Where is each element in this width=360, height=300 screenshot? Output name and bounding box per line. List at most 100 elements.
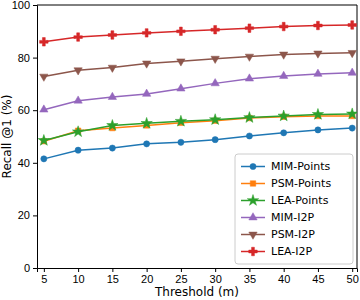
series-line xyxy=(44,73,352,110)
series-marker xyxy=(142,89,150,96)
tick-label: 30 xyxy=(210,273,222,285)
series-marker xyxy=(41,156,47,162)
tick-label: 40 xyxy=(18,157,30,169)
series-marker xyxy=(178,139,184,145)
legend-box xyxy=(235,154,353,264)
series-marker xyxy=(348,50,356,57)
legend-marker xyxy=(249,247,257,255)
tick-mark xyxy=(112,268,113,272)
tick: 20 xyxy=(18,209,37,221)
legend: MIM-Points PSM-Points LEA-Points MIM-I2P PSM… xyxy=(235,154,353,264)
series-marker xyxy=(144,141,150,147)
tick-label: 15 xyxy=(107,273,119,285)
tick-mark xyxy=(33,58,37,59)
legend-label: LEA-Points xyxy=(271,194,329,207)
series-marker xyxy=(348,68,356,75)
series-marker xyxy=(38,134,49,145)
series-marker xyxy=(109,145,115,151)
series-marker xyxy=(74,33,82,41)
series-marker xyxy=(314,51,322,58)
series-marker xyxy=(40,38,48,46)
series-line xyxy=(44,114,352,141)
legend-marker xyxy=(249,213,257,220)
series-marker xyxy=(142,29,150,37)
series-marker xyxy=(211,79,219,86)
series-marker xyxy=(141,117,152,128)
series-marker xyxy=(40,105,48,112)
tick-label: 20 xyxy=(18,209,30,221)
series-marker xyxy=(212,137,218,143)
tick-mark xyxy=(284,268,285,272)
series-marker xyxy=(108,92,116,99)
axis-line xyxy=(33,6,38,269)
tick: 0 xyxy=(24,262,37,274)
series-marker xyxy=(211,25,219,33)
tick-label: 20 xyxy=(141,273,153,285)
series-marker xyxy=(108,65,116,72)
series-marker xyxy=(74,96,82,103)
y-axis-title: Recall @1 (%) xyxy=(0,95,14,179)
tick-label: 0 xyxy=(24,262,30,274)
tick: 10 xyxy=(72,268,84,285)
tick-mark xyxy=(318,268,319,272)
tick-label: 80 xyxy=(18,52,30,64)
series-line xyxy=(44,25,352,42)
legend-label: MIM-Points xyxy=(271,160,331,173)
series-marker xyxy=(245,24,253,32)
series-marker xyxy=(177,84,185,91)
series-marker xyxy=(108,31,116,39)
tick-mark xyxy=(249,268,250,272)
series-marker xyxy=(245,54,253,61)
legend-marker xyxy=(250,181,255,186)
tick-mark xyxy=(181,268,182,272)
series-marker xyxy=(74,68,82,75)
series-marker xyxy=(40,74,48,81)
tick: 100 xyxy=(12,0,37,11)
tick: 20 xyxy=(141,268,153,285)
tick: 30 xyxy=(210,268,222,285)
tick: 50 xyxy=(347,268,359,285)
series-marker xyxy=(175,115,186,126)
tick: 40 xyxy=(278,268,290,285)
chart: 5101520253035404550020406080100MIM-Point… xyxy=(0,0,360,300)
y-axis: 0 20 40 60 80 100 xyxy=(12,0,38,274)
tick-label: 25 xyxy=(175,273,187,285)
tick-mark xyxy=(33,5,37,6)
series-marker xyxy=(177,59,185,66)
tick-label: 50 xyxy=(347,273,359,285)
series-marker xyxy=(315,127,321,133)
tick-mark xyxy=(215,268,216,272)
series-marker xyxy=(107,119,118,130)
legend-label: PSM-I2P xyxy=(271,228,315,241)
tick: 35 xyxy=(244,268,256,285)
series-marker xyxy=(279,22,287,30)
legend-marker xyxy=(247,195,258,206)
series-marker xyxy=(280,52,288,59)
tick: 5 xyxy=(41,268,47,285)
tick-label: 10 xyxy=(72,273,84,285)
frame xyxy=(37,5,357,6)
tick: 25 xyxy=(175,268,187,285)
tick-label: 5 xyxy=(41,273,47,285)
tick-mark xyxy=(44,268,45,272)
series-marker xyxy=(349,125,355,131)
series-marker xyxy=(314,21,322,29)
series-marker xyxy=(281,130,287,136)
tick: 80 xyxy=(18,52,37,64)
tick-mark xyxy=(33,268,37,269)
tick: 60 xyxy=(18,104,37,116)
series-marker xyxy=(246,133,252,139)
tick-label: 60 xyxy=(18,104,30,116)
series-marker xyxy=(314,69,322,76)
x-axis: 5101520253035404550 xyxy=(38,268,359,285)
legend-label: LEA-I2P xyxy=(271,245,313,258)
tick-mark xyxy=(78,268,79,272)
tick-label: 35 xyxy=(244,273,256,285)
series-marker xyxy=(209,114,220,125)
legend-label: PSM-Points xyxy=(271,177,331,190)
x-axis-title: Threshold (m) xyxy=(154,285,239,299)
tick: 40 xyxy=(18,157,37,169)
plot: 5101520253035404550020406080100MIM-Point… xyxy=(12,0,359,285)
series-marker xyxy=(280,71,288,78)
legend-label: MIM-I2P xyxy=(271,211,314,224)
